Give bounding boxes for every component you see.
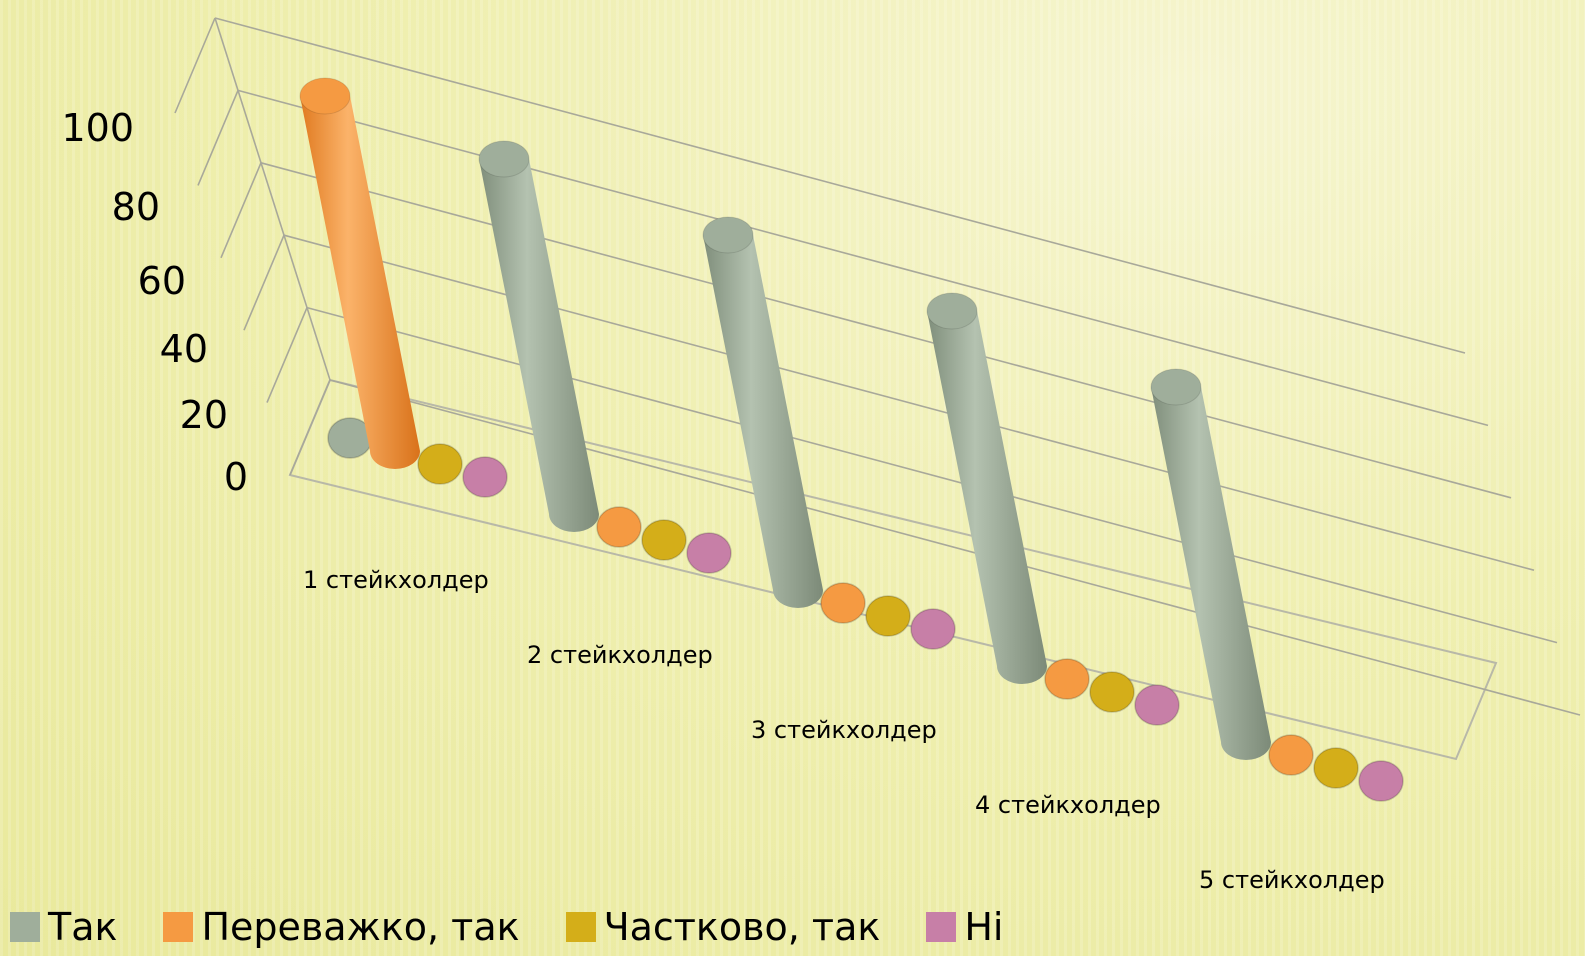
y-tick-label: 80 bbox=[112, 185, 160, 229]
bar-body bbox=[703, 235, 823, 608]
bar-base bbox=[1358, 760, 1404, 802]
y-tick-label: 0 bbox=[224, 455, 248, 499]
bar-3-0 bbox=[926, 292, 1047, 684]
bar-base bbox=[596, 506, 642, 548]
bar-4-0 bbox=[1150, 368, 1271, 760]
legend-label-perevazhko: Переважко, так bbox=[201, 905, 520, 949]
legend-item-ni: Ні bbox=[926, 905, 1003, 949]
bar-base bbox=[641, 519, 687, 561]
y-tick-label: 20 bbox=[180, 393, 228, 437]
bar-0-3 bbox=[462, 456, 508, 498]
back-wall-edge bbox=[214, 17, 331, 381]
bar-base bbox=[1313, 747, 1359, 789]
x-tick-label: 1 стейкхолдер bbox=[303, 566, 489, 594]
legend-label-tak: Так bbox=[48, 905, 118, 949]
bar-2-2 bbox=[865, 595, 911, 637]
bar-4-1 bbox=[1268, 734, 1314, 776]
gridline-side-80 bbox=[197, 90, 239, 186]
bar-0-1 bbox=[299, 77, 420, 469]
bar-3-1 bbox=[1044, 658, 1090, 700]
gridline-side-60 bbox=[220, 162, 262, 259]
legend-swatch-chastkovo bbox=[565, 912, 596, 942]
gridline-40 bbox=[283, 234, 1535, 571]
bar-body bbox=[1151, 387, 1271, 760]
x-tick-label: 4 стейкхолдер bbox=[975, 791, 1161, 819]
bar-base bbox=[820, 582, 866, 624]
legend-item-chastkovo: Частково, так bbox=[565, 905, 881, 949]
bar-base bbox=[417, 443, 463, 485]
legend-item-perevazhko: Переважко, так bbox=[163, 905, 520, 949]
bar-3-2 bbox=[1089, 671, 1135, 713]
bar-1-1 bbox=[596, 506, 642, 548]
bar-4-3 bbox=[1358, 760, 1404, 802]
bar-4-2 bbox=[1313, 747, 1359, 789]
bar-body bbox=[300, 96, 420, 469]
bar-top bbox=[299, 77, 351, 115]
x-tick-label: 5 стейкхолдер bbox=[1199, 866, 1385, 894]
bar-2-3 bbox=[910, 608, 956, 650]
y-tick-label: 40 bbox=[160, 327, 208, 371]
bar-2-1 bbox=[820, 582, 866, 624]
legend-swatch-tak bbox=[10, 912, 40, 942]
gridline-20 bbox=[306, 306, 1558, 644]
gridline-side-20 bbox=[266, 307, 308, 403]
bar-base bbox=[1089, 671, 1135, 713]
bar-base bbox=[462, 456, 508, 498]
bar-base bbox=[865, 595, 911, 637]
bar-base bbox=[686, 532, 732, 574]
x-tick-label: 2 стейкхолдер bbox=[527, 641, 713, 669]
legend-label-chastkovo: Частково, так bbox=[603, 905, 881, 949]
legend-item-tak: Так bbox=[10, 905, 117, 949]
x-tick-label: 3 стейкхолдер bbox=[751, 716, 937, 744]
bar-base bbox=[1134, 684, 1180, 726]
gridline-100 bbox=[214, 17, 1466, 354]
legend-label-ni: Ні bbox=[964, 905, 1004, 949]
bar-3-3 bbox=[1134, 684, 1180, 726]
y-tick-label: 100 bbox=[61, 106, 134, 150]
bar-1-0 bbox=[478, 140, 599, 532]
gridline-60 bbox=[260, 162, 1512, 499]
bar-0-2 bbox=[417, 443, 463, 485]
legend-swatch-perevazhko bbox=[163, 912, 194, 942]
bar-top bbox=[702, 216, 754, 254]
gridline-side-0 bbox=[289, 379, 331, 476]
bar-body bbox=[927, 311, 1047, 684]
bar-top bbox=[478, 140, 530, 178]
bar-top bbox=[1150, 368, 1202, 406]
gridline-80 bbox=[237, 89, 1489, 427]
bar-body bbox=[479, 159, 599, 532]
bar-top bbox=[926, 292, 978, 330]
bar-base bbox=[1044, 658, 1090, 700]
bar-1-2 bbox=[641, 519, 687, 561]
bar-2-0 bbox=[702, 216, 823, 608]
gridline-side-100 bbox=[174, 17, 216, 114]
gridline-side-40 bbox=[243, 234, 285, 331]
legend-swatch-ni bbox=[926, 912, 957, 942]
y-tick-label: 60 bbox=[138, 259, 186, 303]
bar-1-3 bbox=[686, 532, 732, 574]
bar-base bbox=[1268, 734, 1314, 776]
bar-base bbox=[910, 608, 956, 650]
legend: Так Переважко, так Частково, так Ні bbox=[10, 902, 1003, 952]
